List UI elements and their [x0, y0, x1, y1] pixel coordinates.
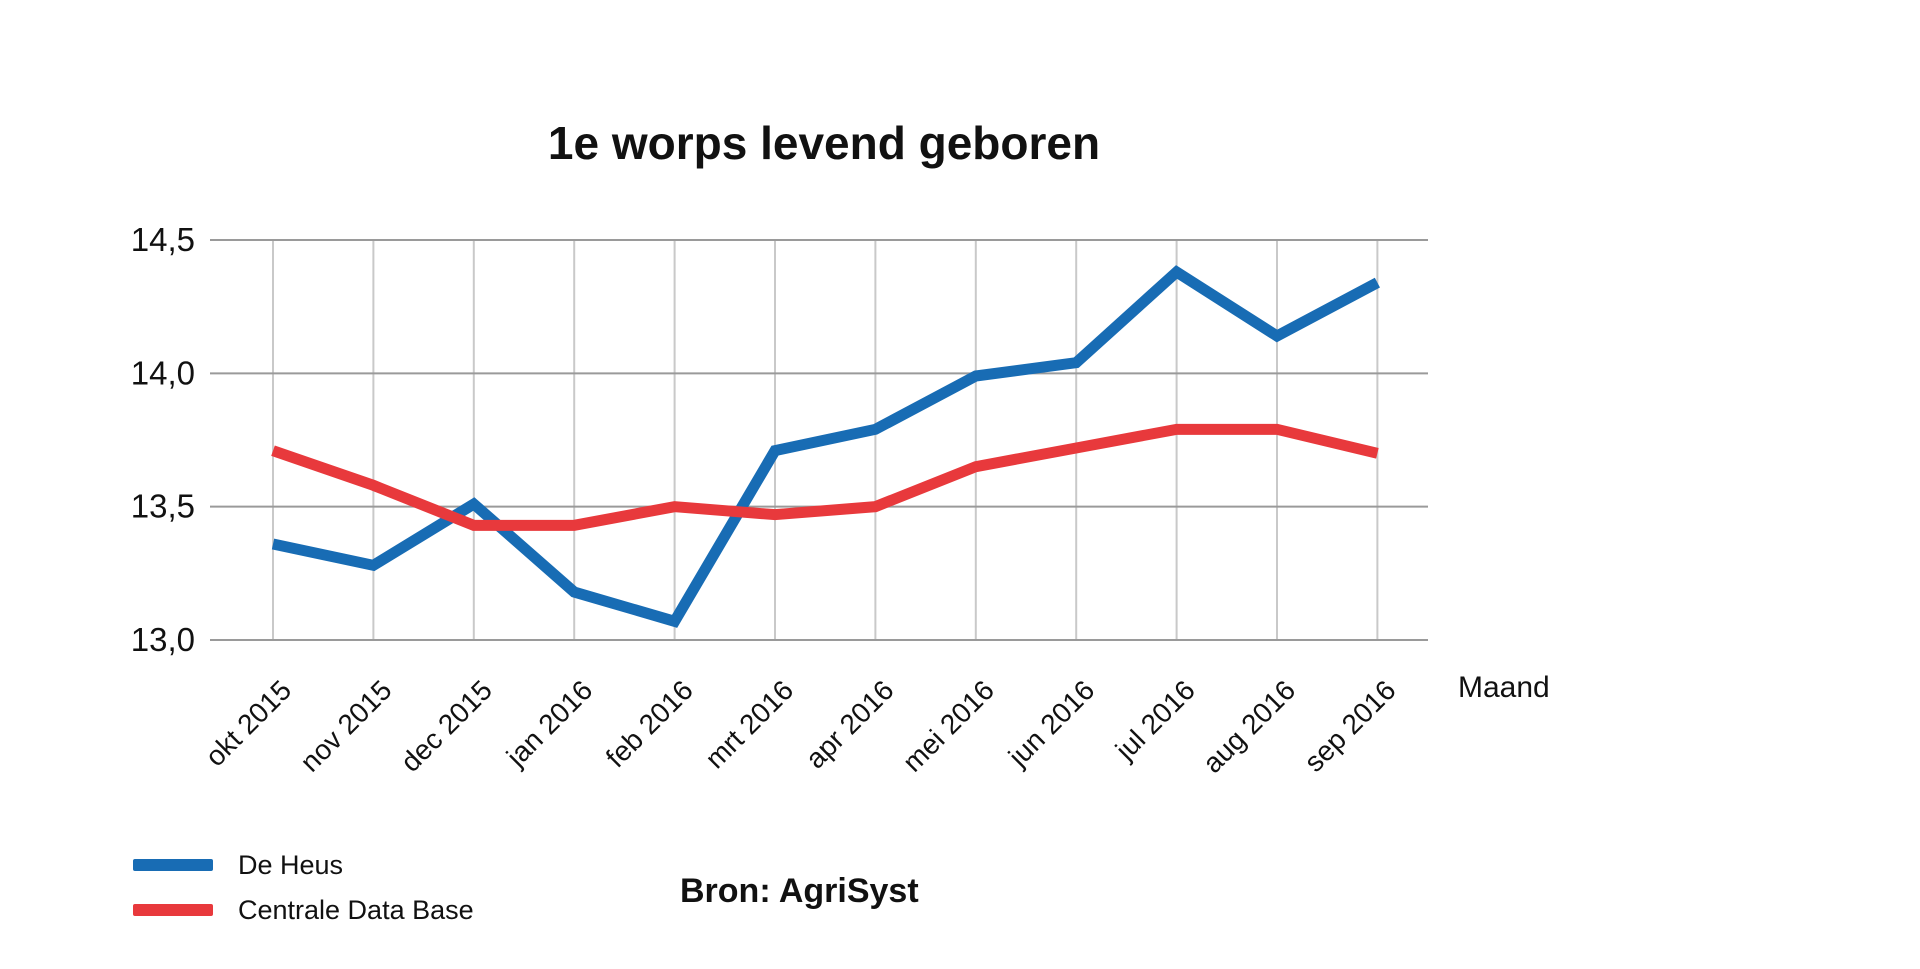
x-axis-title: Maand	[1458, 671, 1550, 704]
legend-label-de-heus: De Heus	[238, 850, 344, 880]
y-tick-label: 14,5	[131, 221, 195, 258]
x-tick-label: feb 2016	[600, 674, 699, 773]
x-tick-label: dec 2015	[395, 674, 498, 777]
x-tick-label: mei 2016	[897, 674, 1000, 777]
legend-swatch-centrale-data-base	[133, 904, 213, 916]
y-tick-label: 13,5	[131, 488, 195, 525]
x-tick-label: jul 2016	[1109, 674, 1201, 766]
x-tick-label: jun 2016	[1002, 674, 1101, 773]
legend-swatch-de-heus	[133, 859, 213, 871]
legend-item-centrale-data-base: Centrale Data Base	[133, 894, 474, 926]
y-tick-label: 14,0	[131, 354, 195, 391]
series-line-centrale-data-base	[271, 423, 1379, 531]
x-tick-label: okt 2015	[199, 674, 297, 772]
legend-item-de-heus: De Heus	[133, 849, 474, 881]
source-note: Bron: AgriSyst	[680, 872, 919, 910]
x-tick-label: sep 2016	[1298, 674, 1401, 777]
chart-title: 1e worps levend geboren	[547, 117, 1101, 169]
legend: De Heus Centrale Data Base	[133, 849, 474, 926]
x-tick-label: aug 2016	[1197, 674, 1302, 779]
x-tick-label: apr 2016	[800, 674, 900, 774]
x-tick-label: mrt 2016	[699, 674, 799, 774]
series-line-de-heus	[271, 265, 1380, 628]
x-tick-label: jan 2016	[500, 674, 599, 773]
y-tick-label: 13,0	[131, 621, 195, 658]
legend-label-centrale-data-base: Centrale Data Base	[238, 895, 474, 925]
x-tick-label: nov 2015	[294, 674, 397, 777]
